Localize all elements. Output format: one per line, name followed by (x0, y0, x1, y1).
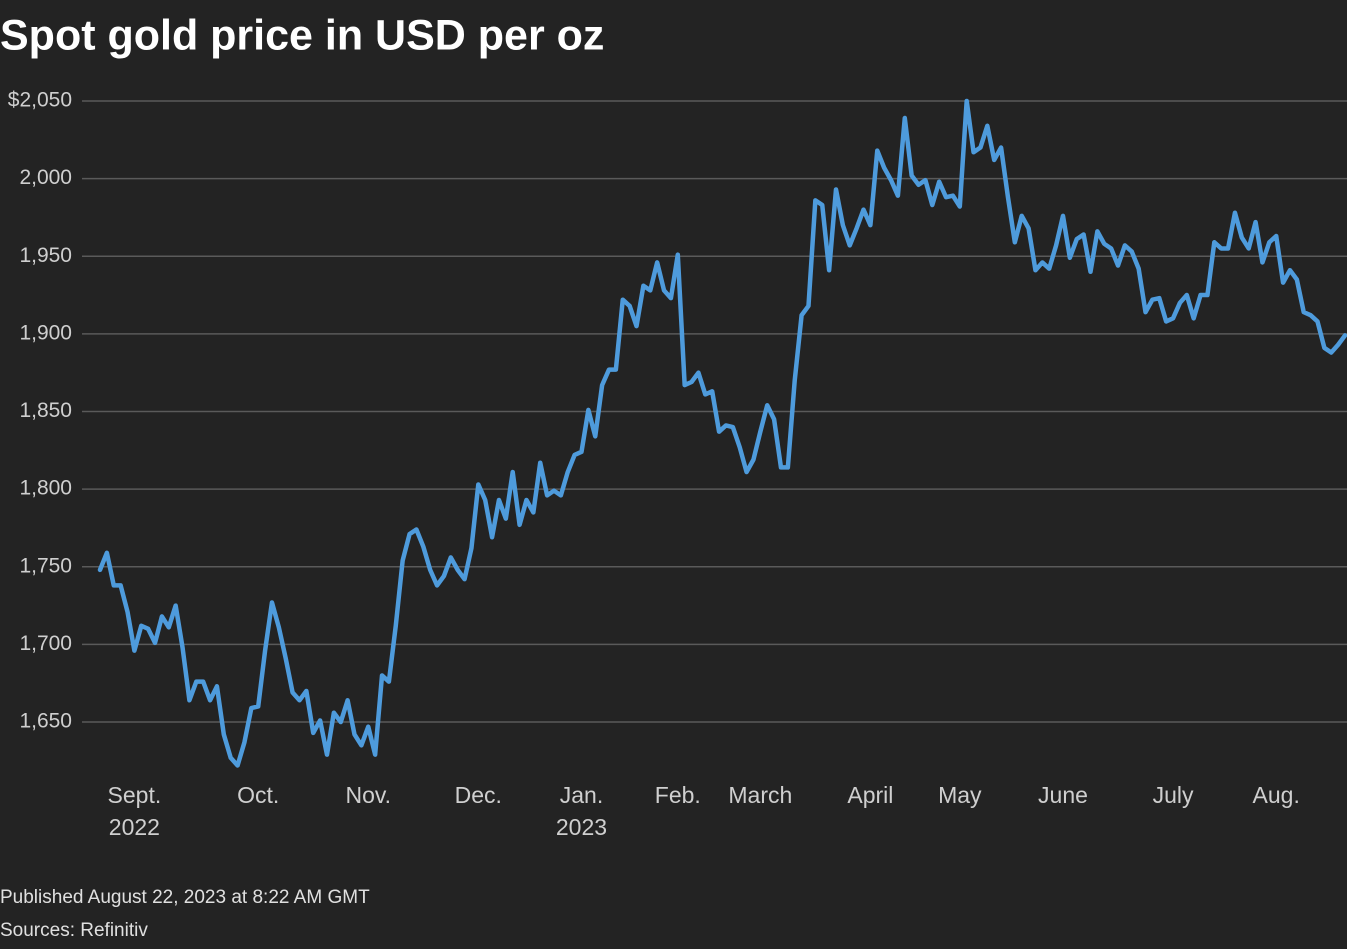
x-tick-label: Jan. 2023 (555, 782, 608, 840)
x-tick-label: June (1038, 782, 1088, 808)
x-tick-label: Nov. (345, 782, 392, 808)
published-note: Published August 22, 2023 at 8:22 AM GMT (0, 887, 370, 908)
y-tick-label: 1,750 (19, 554, 72, 577)
x-tick-label: Sept. 2022 (107, 782, 162, 840)
y-tick-label: 1,650 (19, 710, 72, 733)
x-tick-label: Feb. (654, 782, 701, 808)
y-tick-label: 1,700 (19, 632, 72, 655)
x-tick-label: Aug. (1252, 782, 1300, 808)
y-tick-label: 1,850 (19, 399, 72, 422)
x-tick-label: Oct. (237, 782, 280, 808)
x-tick-label: March (728, 782, 793, 808)
y-tick-label: 2,000 (19, 166, 72, 189)
x-tick-label: April (847, 782, 894, 808)
chart-title: Spot gold price in USD per oz (0, 11, 604, 59)
source-note: Sources: Refinitiv (0, 920, 148, 941)
y-tick-label: 1,800 (19, 477, 72, 500)
x-tick-label: July (1152, 782, 1194, 808)
y-tick-label: 1,950 (19, 244, 72, 267)
price-line (97, 98, 1347, 768)
x-tick-label: Dec. (454, 782, 502, 808)
x-tick-label: May (938, 782, 982, 808)
y-tick-label: 1,900 (19, 321, 72, 344)
y-tick-label: $2,050 (8, 89, 72, 112)
